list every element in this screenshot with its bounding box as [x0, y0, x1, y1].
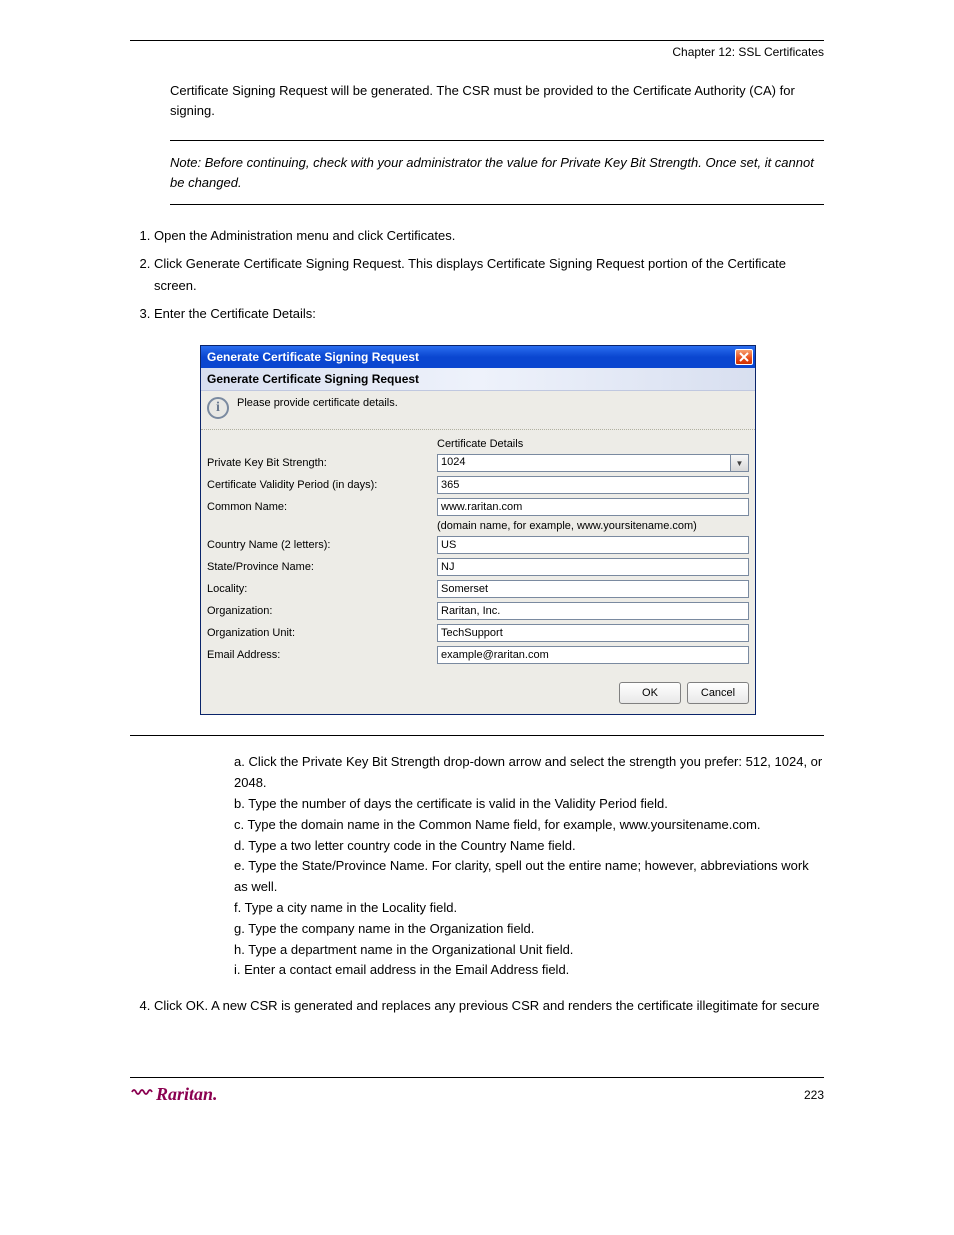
sub-steps: a. Click the Private Key Bit Strength dr…	[210, 752, 824, 981]
sub-a: a. Click the Private Key Bit Strength dr…	[234, 752, 824, 794]
validity-row: Certificate Validity Period (in days):	[207, 476, 749, 494]
page-number: 223	[804, 1088, 824, 1102]
country-input[interactable]	[437, 536, 749, 554]
sub-g: g. Type the company name in the Organiza…	[234, 919, 824, 940]
locality-row: Locality:	[207, 580, 749, 598]
ou-label: Organization Unit:	[207, 627, 437, 639]
ou-row: Organization Unit:	[207, 624, 749, 642]
sub-h: h. Type a department name in the Organiz…	[234, 940, 824, 961]
note-text: Before continuing, check with your admin…	[170, 155, 814, 190]
email-input[interactable]	[437, 646, 749, 664]
state-label: State/Province Name:	[207, 561, 437, 573]
sub-f: f. Type a city name in the Locality fiel…	[234, 898, 824, 919]
dialog-subheader: Generate Certificate Signing Request	[201, 368, 755, 391]
note-label: Note:	[170, 155, 201, 170]
cn-hint: (domain name, for example, www.yoursiten…	[437, 520, 749, 532]
step-4: Click OK. A new CSR is generated and rep…	[154, 995, 824, 1017]
info-icon-letter: i	[216, 400, 220, 416]
steps-list-cont: Click OK. A new CSR is generated and rep…	[130, 995, 824, 1017]
sub-e: e. Type the State/Province Name. For cla…	[234, 856, 824, 898]
locality-input[interactable]	[437, 580, 749, 598]
step-3: Enter the Certificate Details:	[154, 303, 824, 325]
page-footer: Raritan. 223	[130, 1077, 824, 1105]
raritan-logo: Raritan.	[130, 1084, 218, 1105]
chapter-header: Chapter 12: SSL Certificates	[130, 41, 824, 67]
info-row: i Please provide certificate details.	[201, 391, 755, 430]
close-button[interactable]	[735, 349, 753, 365]
sub-d: d. Type a two letter country code in the…	[234, 836, 824, 857]
org-label: Organization:	[207, 605, 437, 617]
step-1: Open the Administration menu and click C…	[154, 225, 824, 247]
csr-dialog: Generate Certificate Signing Request Gen…	[200, 345, 756, 715]
sub-c: c. Type the domain name in the Common Na…	[234, 815, 824, 836]
mid-rule	[130, 735, 824, 736]
close-icon	[739, 352, 749, 362]
note-block: Note: Before continuing, check with your…	[170, 140, 824, 205]
org-row: Organization:	[207, 602, 749, 620]
button-row: OK Cancel	[207, 668, 749, 704]
sub-b: b. Type the number of days the certifica…	[234, 794, 824, 815]
section-title: Certificate Details	[437, 438, 749, 450]
validity-input[interactable]	[437, 476, 749, 494]
pk-value: 1024	[437, 454, 731, 472]
validity-label: Certificate Validity Period (in days):	[207, 479, 437, 491]
ou-input[interactable]	[437, 624, 749, 642]
cancel-button[interactable]: Cancel	[687, 682, 749, 704]
country-label: Country Name (2 letters):	[207, 539, 437, 551]
step-2: Click Generate Certificate Signing Reque…	[154, 253, 824, 297]
logo-swirl-icon	[130, 1084, 154, 1105]
pk-select[interactable]: 1024 ▼	[437, 454, 749, 472]
state-row: State/Province Name:	[207, 558, 749, 576]
info-text: Please provide certificate details.	[237, 397, 398, 409]
dialog-title: Generate Certificate Signing Request	[207, 350, 419, 364]
locality-label: Locality:	[207, 583, 437, 595]
state-input[interactable]	[437, 558, 749, 576]
steps-list: Open the Administration menu and click C…	[130, 225, 824, 325]
cn-label: Common Name:	[207, 501, 437, 513]
chevron-down-icon: ▼	[731, 454, 749, 472]
org-input[interactable]	[437, 602, 749, 620]
pk-label: Private Key Bit Strength:	[207, 457, 437, 469]
pk-row: Private Key Bit Strength: 1024 ▼	[207, 454, 749, 472]
sub-i: i. Enter a contact email address in the …	[234, 960, 824, 981]
intro-text: Certificate Signing Request will be gene…	[170, 81, 824, 120]
ok-button[interactable]: OK	[619, 682, 681, 704]
country-row: Country Name (2 letters):	[207, 536, 749, 554]
email-row: Email Address:	[207, 646, 749, 664]
titlebar: Generate Certificate Signing Request	[201, 346, 755, 368]
form-body: Certificate Details Private Key Bit Stre…	[201, 430, 755, 714]
email-label: Email Address:	[207, 649, 437, 661]
logo-text: Raritan.	[156, 1084, 218, 1105]
cn-input[interactable]	[437, 498, 749, 516]
info-icon: i	[207, 397, 229, 419]
cn-row: Common Name:	[207, 498, 749, 516]
